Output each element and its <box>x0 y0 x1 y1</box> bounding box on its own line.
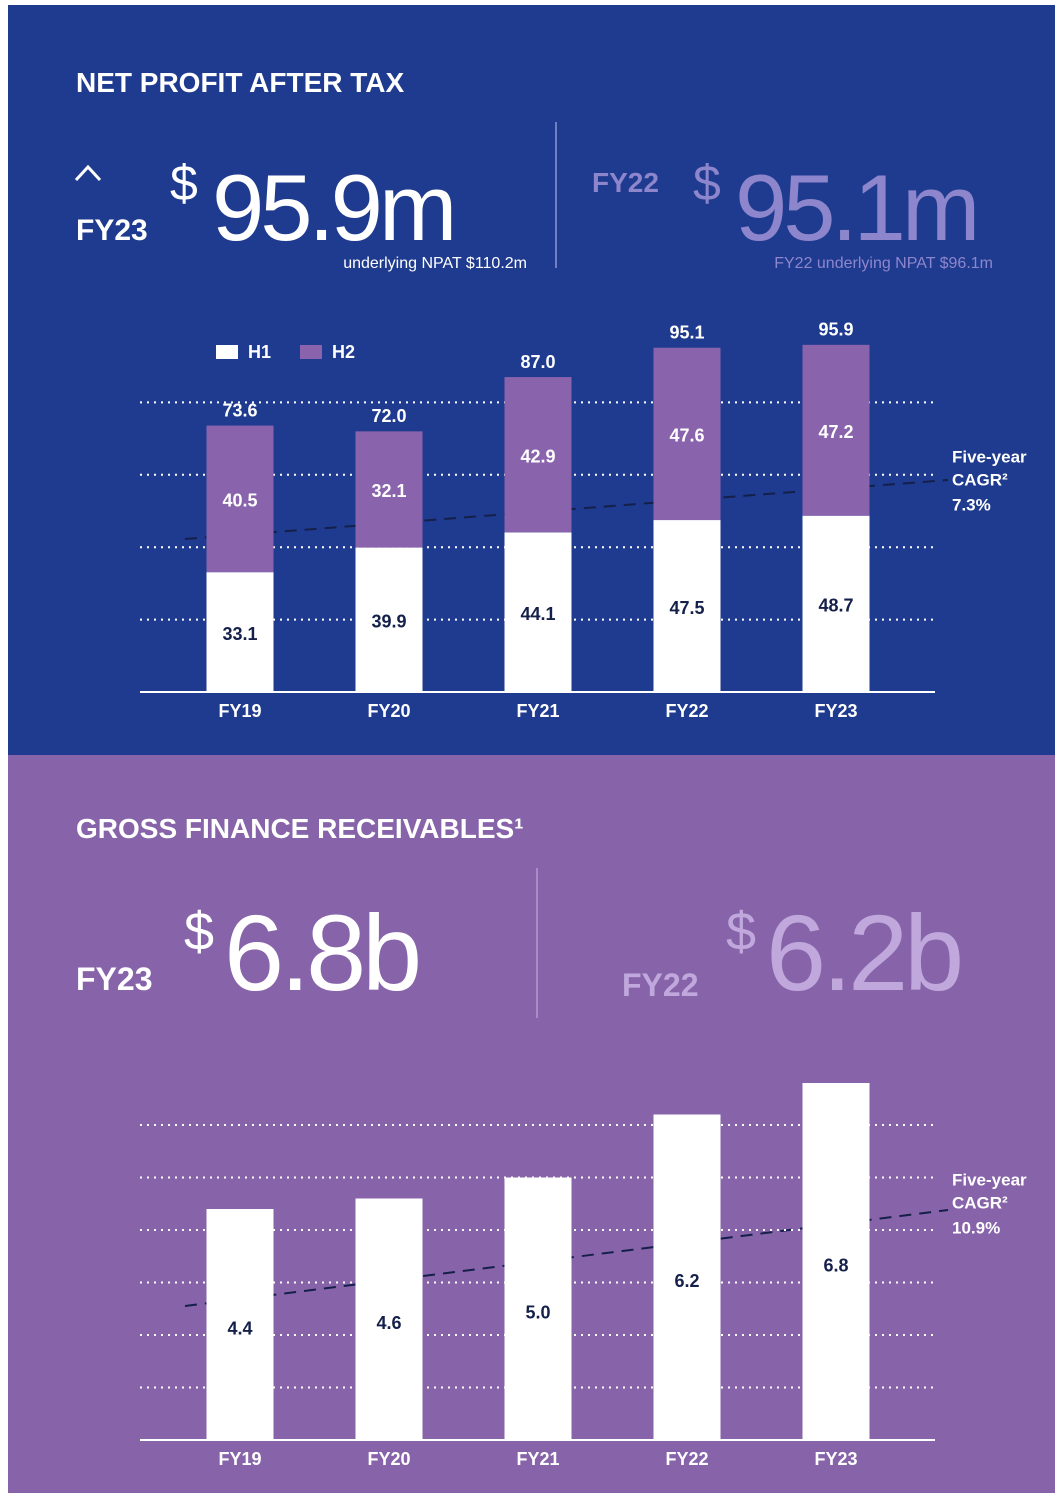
bar-segment <box>802 344 870 516</box>
annotation: CAGR² <box>952 1193 1008 1212</box>
prior-currency: $ <box>693 155 721 211</box>
note: underlying NPAT $110.2m <box>343 255 527 272</box>
total-label: 72.0 <box>371 406 406 426</box>
section-title: GROSS FINANCE RECEIVABLES¹ <box>76 813 524 844</box>
headline-value: 6.8b <box>224 892 418 1013</box>
currency: $ <box>184 902 214 962</box>
prior-value: 6.2b <box>766 892 960 1013</box>
value-label: 42.9 <box>520 446 555 466</box>
x-tick-label: FY19 <box>218 1449 261 1469</box>
value-label: 6.2 <box>674 1271 699 1291</box>
annotation: Five-year <box>952 447 1027 466</box>
value-label: 39.9 <box>371 612 406 632</box>
value-label: 47.2 <box>818 422 853 442</box>
section-title: NET PROFIT AFTER TAX <box>76 67 405 98</box>
bar-segment <box>653 347 721 521</box>
value-label: 44.1 <box>520 604 555 624</box>
prior-value: 95.1m <box>735 155 976 260</box>
bar-segment <box>504 377 572 533</box>
annotation: Five-year <box>952 1170 1027 1189</box>
bar <box>653 1114 721 1440</box>
value-label: 5.0 <box>525 1303 550 1323</box>
prior-currency: $ <box>726 902 756 962</box>
bar <box>355 1198 423 1440</box>
total-label: 73.6 <box>222 400 257 420</box>
bar-segment <box>504 532 572 692</box>
x-tick-label: FY22 <box>665 701 708 721</box>
period: FY23 <box>76 961 152 997</box>
bar-segment <box>802 515 870 692</box>
legend-label: H2 <box>332 342 355 362</box>
bar-segment <box>355 431 423 548</box>
value-label: 4.4 <box>227 1318 252 1338</box>
bar <box>206 1209 274 1440</box>
value-label: 32.1 <box>371 481 406 501</box>
x-tick-label: FY21 <box>516 701 559 721</box>
prior-period: FY22 <box>592 167 659 198</box>
bar <box>802 1083 870 1440</box>
legend-swatch <box>300 345 322 359</box>
annotation: CAGR² <box>952 470 1008 489</box>
annotation: 10.9% <box>952 1218 1000 1237</box>
legend-label: H1 <box>248 342 271 362</box>
value-label: 4.6 <box>376 1313 401 1333</box>
x-tick-label: FY21 <box>516 1449 559 1469</box>
total-label: 95.1 <box>669 322 704 342</box>
value-label: 33.1 <box>222 624 257 644</box>
currency: $ <box>170 155 198 211</box>
headline-value: 95.9m <box>212 155 453 260</box>
x-tick-label: FY23 <box>814 1449 857 1469</box>
bar <box>504 1177 572 1440</box>
value-label: 40.5 <box>222 491 257 511</box>
value-label: 47.5 <box>669 598 704 618</box>
prior-period: FY22 <box>622 967 698 1003</box>
annotation: 7.3% <box>952 495 991 514</box>
x-tick-label: FY20 <box>367 701 410 721</box>
x-tick-label: FY22 <box>665 1449 708 1469</box>
x-tick-label: FY19 <box>218 701 261 721</box>
period: FY23 <box>76 214 148 247</box>
bar-segment <box>206 572 274 692</box>
total-label: 87.0 <box>520 352 555 372</box>
total-label: 95.9 <box>818 320 853 340</box>
x-tick-label: FY23 <box>814 701 857 721</box>
prior-note: FY22 underlying NPAT $96.1m <box>774 255 993 272</box>
legend-swatch <box>216 345 238 359</box>
bar-segment <box>355 547 423 692</box>
x-tick-label: FY20 <box>367 1449 410 1469</box>
value-label: 48.7 <box>818 596 853 616</box>
up-chevron <box>74 164 102 182</box>
bar-segment <box>206 425 274 573</box>
value-label: 6.8 <box>823 1255 848 1275</box>
bar-segment <box>653 520 721 692</box>
value-label: 47.6 <box>669 426 704 446</box>
